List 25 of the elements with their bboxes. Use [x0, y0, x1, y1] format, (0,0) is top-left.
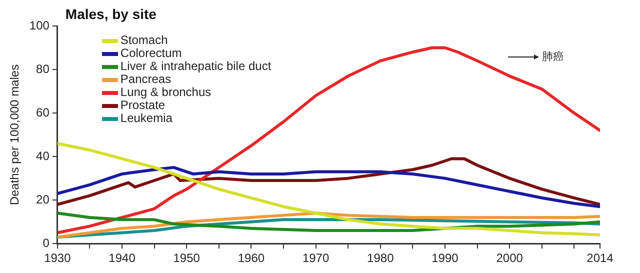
legend-label: Liver & intrahepatic bile duct: [120, 59, 272, 73]
x-tick-label: 1960: [238, 251, 265, 266]
y-tick-label: 0: [42, 236, 50, 250]
legend-label: Stomach: [120, 33, 168, 47]
x-tick-label: 1990: [432, 251, 459, 266]
legend-label: Leukemia: [120, 111, 172, 125]
y-tick-label: 20: [36, 192, 50, 206]
x-tick-label: 1970: [302, 251, 330, 266]
legend-label: Lung & bronchus: [120, 85, 212, 99]
y-tick-label: 80: [36, 62, 50, 76]
x-tick-label: 1980: [367, 251, 394, 266]
x-tick-label: 1950: [173, 251, 200, 266]
x-tick-label: 1940: [108, 251, 136, 266]
x-tick-label: 2000: [496, 251, 524, 266]
legend-label: Pancreas: [120, 72, 172, 86]
y-axis-title: Deaths per 100,000 males: [8, 64, 22, 206]
annotation: 肺癌: [542, 50, 564, 63]
y-tick-label: 40: [36, 148, 50, 163]
x-tick-label: 1930: [44, 251, 72, 266]
legend-label: Prostate: [120, 98, 166, 112]
y-tick-label: 60: [36, 105, 50, 120]
chart-title: Males, by site: [65, 6, 157, 22]
x-tick-label: 2014: [586, 251, 614, 266]
legend-label: Colorectum: [120, 46, 182, 60]
y-tick-label: 100: [29, 18, 50, 32]
